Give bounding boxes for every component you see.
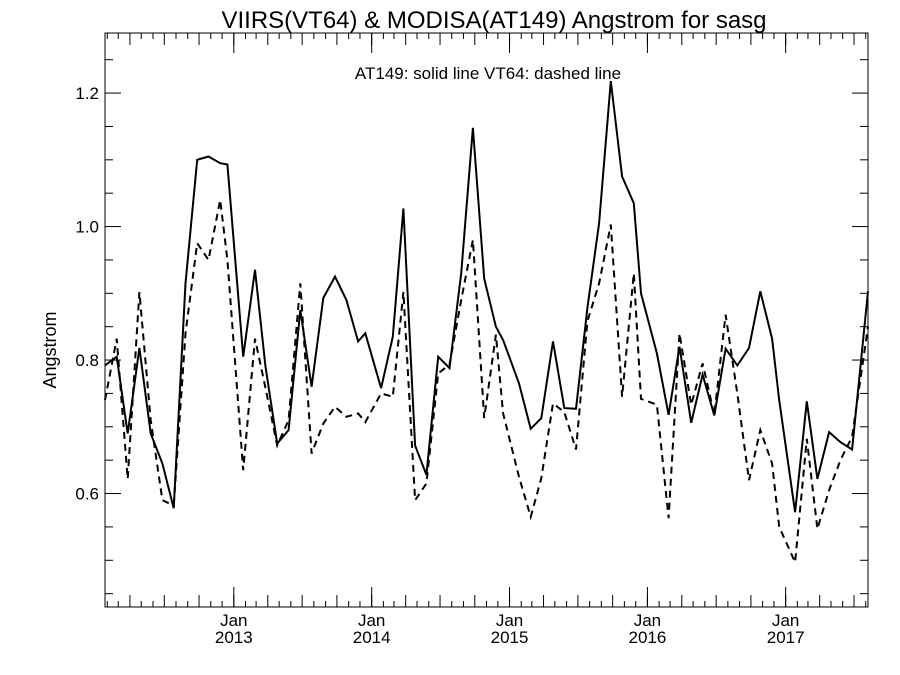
y-tick-label: 1.0 (75, 218, 99, 237)
series-line-vt64 (104, 199, 869, 567)
y-axis: 0.6 0.8 1.0 1.2 (75, 59, 868, 595)
x-tick-month-label: Jan (772, 611, 799, 630)
x-tick-year-label: 2014 (353, 628, 391, 647)
x-tick-month-label: Jan (220, 611, 247, 630)
series-legend-annotation: AT149: solid line VT64: dashed line (355, 64, 621, 83)
x-tick-year-label: 2013 (215, 628, 253, 647)
plot-frame (104, 32, 869, 608)
series-lines (104, 80, 869, 567)
x-tick-month-label: Jan (358, 611, 385, 630)
x-tick-month-label: Jan (634, 611, 661, 630)
x-tick-month-label: Jan (496, 611, 523, 630)
y-tick-label: 0.8 (75, 351, 99, 370)
chart-title: VIIRS(VT64) & MODISA(AT149) Angstrom for… (221, 7, 766, 34)
x-tick-year-label: 2017 (767, 628, 805, 647)
series-line-at149 (104, 80, 869, 513)
y-axis-label: Angstrom (40, 311, 60, 388)
y-tick-label: 0.6 (75, 485, 99, 504)
x-tick-year-label: 2016 (628, 628, 666, 647)
x-tick-year-label: 2015 (491, 628, 529, 647)
y-tick-label: 1.2 (75, 84, 99, 103)
